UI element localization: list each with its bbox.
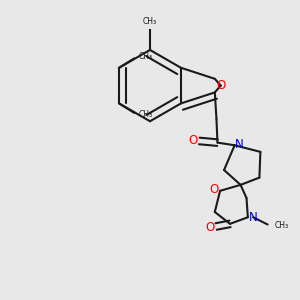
- Text: N: N: [249, 211, 257, 224]
- Text: O: O: [206, 221, 215, 234]
- Text: O: O: [216, 79, 225, 92]
- Text: CH₃: CH₃: [275, 221, 289, 230]
- Text: O: O: [189, 134, 198, 147]
- Text: CH₃: CH₃: [138, 52, 152, 62]
- Text: CH₃: CH₃: [143, 17, 157, 26]
- Text: O: O: [210, 183, 219, 196]
- Text: N: N: [235, 138, 244, 151]
- Text: CH₃: CH₃: [138, 110, 152, 119]
